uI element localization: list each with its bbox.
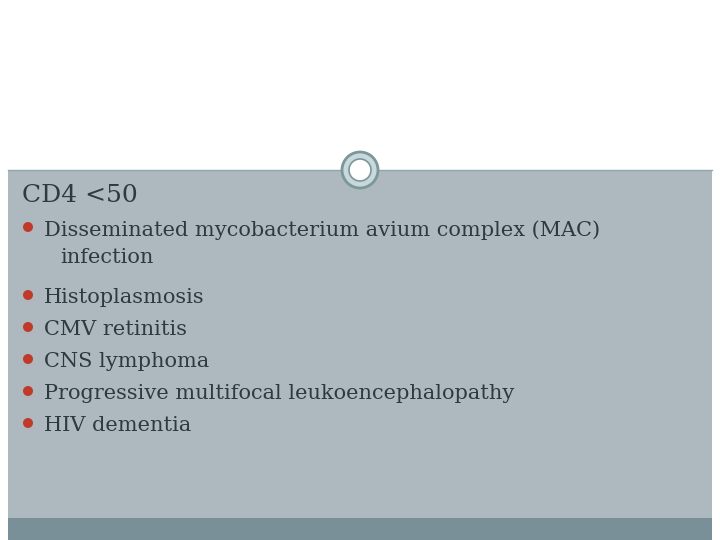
Circle shape <box>342 152 378 188</box>
Text: Progressive multifocal leukoencephalopathy: Progressive multifocal leukoencephalopat… <box>44 384 514 403</box>
Bar <box>8 518 712 540</box>
Circle shape <box>23 222 33 232</box>
Text: Histoplasmosis: Histoplasmosis <box>44 288 204 307</box>
Circle shape <box>349 159 371 181</box>
Bar <box>0 0 720 170</box>
Circle shape <box>23 290 33 300</box>
Text: CNS lymphoma: CNS lymphoma <box>44 352 210 371</box>
Text: HIV dementia: HIV dementia <box>44 416 192 435</box>
Circle shape <box>23 322 33 332</box>
Text: infection: infection <box>60 248 153 267</box>
Text: Disseminated mycobacterium avium complex (MAC): Disseminated mycobacterium avium complex… <box>44 220 600 240</box>
Circle shape <box>23 354 33 364</box>
Bar <box>8 170 712 518</box>
Circle shape <box>23 418 33 428</box>
Text: CD4 <50: CD4 <50 <box>22 184 138 207</box>
Text: CMV retinitis: CMV retinitis <box>44 320 187 339</box>
Circle shape <box>23 386 33 396</box>
